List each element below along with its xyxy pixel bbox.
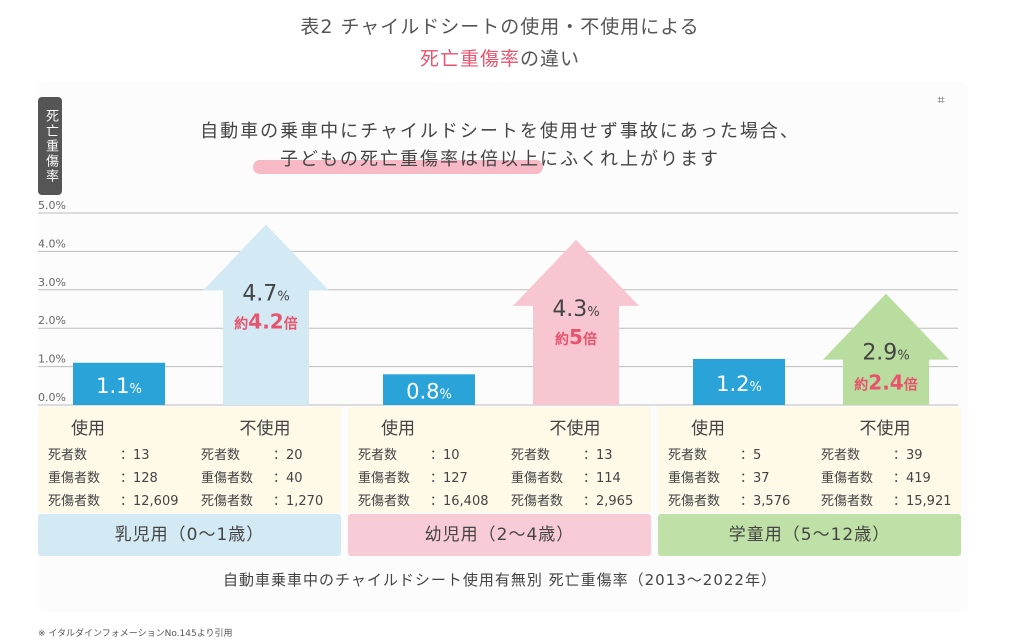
- headline-line-2: 子どもの死亡重傷率は倍以上にふくれ上がります: [280, 149, 720, 170]
- group-stats-panel: [38, 407, 341, 513]
- chart-footer-title: 自動車乗車中のチャイルドシート使用有無別 死亡重傷率（2013〜2022年）: [223, 571, 777, 589]
- page-subtitle: 死亡重傷率の違い: [0, 44, 1000, 71]
- stat-value: ：114: [583, 471, 621, 486]
- y-tick-label: 0.0%: [38, 391, 66, 404]
- y-axis-label: 死亡重傷率: [38, 97, 62, 195]
- group-stats-panel: [658, 407, 961, 513]
- stat-label: 死傷者数: [201, 494, 254, 509]
- headline-highlight-marker: [253, 160, 543, 174]
- stat-value: ：40: [273, 471, 303, 486]
- stat-value: ：37: [740, 471, 770, 486]
- stat-label: 重傷者数: [358, 471, 411, 486]
- stat-value: ：1,270: [273, 494, 324, 509]
- stat-value: ：128: [120, 471, 158, 486]
- stat-label: 死者数: [511, 448, 551, 463]
- stat-label: 死傷者数: [511, 494, 564, 509]
- unused-column-header: 不使用: [859, 419, 911, 439]
- stat-value: ：12,609: [120, 494, 179, 509]
- title-rest: の違い: [520, 48, 581, 70]
- stat-value: ：5: [740, 448, 762, 463]
- stat-value: ：15,921: [893, 494, 952, 509]
- age-group-label: 乳児用（0〜1歳）: [38, 514, 341, 556]
- stat-value: ：13: [120, 448, 150, 463]
- y-tick-label: 3.0%: [38, 276, 66, 289]
- stat-label: 死傷者数: [48, 494, 101, 509]
- stat-value: ：419: [893, 471, 931, 486]
- unused-arrow: [513, 239, 639, 405]
- stat-label: 重傷者数: [668, 471, 721, 486]
- y-tick-label: 2.0%: [38, 314, 66, 327]
- source-note: ※ イタルダインフォメーションNo.145より引用: [38, 629, 233, 639]
- unused-column-header: 不使用: [239, 419, 291, 439]
- stat-label: 死傷者数: [821, 494, 874, 509]
- stat-label: 死傷者数: [358, 494, 411, 509]
- stat-value: ：39: [893, 448, 923, 463]
- stat-label: 死者数: [668, 448, 708, 463]
- ratio-label: 約4.2倍: [234, 310, 297, 334]
- unused-arrow: [203, 224, 329, 405]
- headline-line-1: 自動車の乗車中にチャイルドシートを使用せず事故にあった場合、: [200, 121, 800, 142]
- stat-label: 死者数: [48, 448, 88, 463]
- unused-arrow: [823, 293, 949, 405]
- used-bar: [383, 374, 475, 405]
- ratio-label: 約5倍: [555, 325, 597, 349]
- used-column-header: 使用: [71, 419, 105, 439]
- unused-column-header: 不使用: [549, 419, 601, 439]
- stat-value: ：13: [583, 448, 613, 463]
- stat-label: 重傷者数: [511, 471, 564, 486]
- used-column-header: 使用: [381, 419, 415, 439]
- stat-label: 重傷者数: [48, 471, 101, 486]
- y-tick-label: 5.0%: [38, 199, 66, 212]
- stat-label: 重傷者数: [821, 471, 874, 486]
- used-bar: [693, 358, 785, 405]
- used-bar: [73, 362, 165, 405]
- used-column-header: 使用: [691, 419, 725, 439]
- stat-label: 死者数: [358, 448, 398, 463]
- age-group-label: 学童用（5〜12歳）: [658, 514, 961, 556]
- stat-label: 死傷者数: [668, 494, 721, 509]
- stat-value: ：2,965: [583, 494, 634, 509]
- stat-value: ：20: [273, 448, 303, 463]
- stat-value: ：127: [430, 471, 468, 486]
- stat-label: 重傷者数: [201, 471, 254, 486]
- stat-label: 死者数: [821, 448, 861, 463]
- title-highlight: 死亡重傷率: [419, 48, 520, 70]
- stat-value: ：16,408: [430, 494, 489, 509]
- y-tick-label: 1.0%: [38, 353, 66, 366]
- group-stats-panel: [348, 407, 651, 513]
- page-title: 表2 チャイルドシートの使用・不使用による: [300, 16, 700, 38]
- stat-value: ：3,576: [740, 494, 791, 509]
- age-group-label: 幼児用（2〜4歳）: [348, 514, 651, 556]
- stat-label: 死者数: [201, 448, 241, 463]
- y-tick-label: 4.0%: [38, 237, 66, 250]
- stat-value: ：10: [430, 448, 460, 463]
- ratio-label: 約2.4倍: [854, 371, 917, 395]
